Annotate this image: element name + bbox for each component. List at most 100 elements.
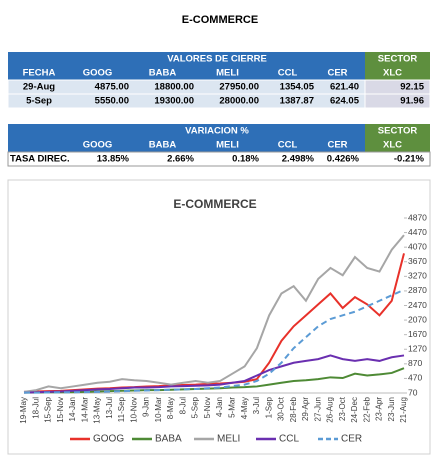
y-tick-label: 2470 [408, 300, 427, 310]
column-header: XLC [383, 68, 402, 79]
x-tick-label: 13-May [93, 397, 102, 424]
x-tick-label: 23-Apr [375, 397, 384, 421]
column-header: MELI [216, 68, 239, 79]
column-header: GOOG [83, 140, 113, 151]
y-tick-label: 470 [408, 373, 422, 383]
column-header: BABA [149, 140, 177, 151]
cell: 18800.00 [154, 82, 194, 93]
header-band [8, 52, 365, 80]
column-header: FECHA [23, 68, 56, 79]
cell: 2.498% [282, 154, 315, 165]
cell: 1354.05 [280, 82, 315, 93]
x-tick-label: 29-Apr [301, 397, 310, 421]
cell: TASA DIREC. [10, 154, 70, 165]
cell: 13.85% [97, 154, 130, 165]
x-tick-label: 15-Sep [44, 396, 53, 422]
legend-label: MELI [217, 434, 240, 445]
x-tick-label: 30-Oct [277, 396, 286, 421]
x-tick-label: 27-Jun [313, 397, 322, 421]
column-header: XLC [383, 140, 402, 151]
x-tick-label: 10-Mar [154, 397, 163, 423]
column-header: GOOG [83, 68, 113, 79]
row-band [7, 151, 431, 167]
cell: 0.426% [327, 154, 360, 165]
x-tick-label: 22-Feb [362, 396, 371, 422]
header-band [8, 124, 365, 152]
cell: 621.40 [330, 82, 359, 93]
cell: 19300.00 [154, 96, 194, 107]
series-line [24, 288, 405, 394]
y-tick-label: 4470 [408, 227, 427, 237]
x-tick-label: 5-Mar [227, 397, 236, 418]
y-tick-label: 3270 [408, 271, 427, 281]
column-header: CER [327, 140, 347, 151]
legend-label: GOOG [93, 434, 124, 445]
cell: 624.05 [330, 96, 360, 107]
x-tick-label: 11-Sep [117, 396, 126, 422]
cell: 29-Aug [23, 82, 55, 93]
x-tick-label: 1-Sep [264, 396, 273, 418]
x-tick-label: 10-Nov [129, 397, 138, 423]
x-tick-label: 8-Jul [178, 397, 187, 415]
cell: 0.18% [232, 154, 259, 165]
cell: 5-Sep [26, 96, 52, 107]
cell: -0.21% [394, 154, 425, 165]
x-tick-label: 8-May [166, 397, 175, 419]
x-tick-label: 18-Jul [31, 397, 40, 419]
cell: 28000.00 [219, 96, 259, 107]
column-header: CER [327, 68, 347, 79]
chart-frame [7, 179, 431, 455]
legend-label: CER [341, 434, 362, 445]
cell: 91.96 [400, 96, 424, 107]
legend-label: BABA [155, 434, 182, 445]
x-tick-label: 5-Sep [191, 396, 200, 418]
x-tick-label: 26-Aug [326, 397, 335, 423]
y-tick-label: 870 [408, 358, 422, 368]
series-line [23, 234, 405, 393]
x-tick-label: 19-May [19, 397, 28, 424]
sector-cell [364, 93, 431, 109]
y-tick-label: 4870 [408, 212, 427, 222]
group-header: VARIACION % [185, 126, 249, 137]
sector-band [365, 52, 430, 80]
y-tick-label: 70 [408, 387, 418, 397]
cell: 4875.00 [95, 82, 129, 93]
x-tick-label: 23-Oct [338, 396, 347, 421]
y-tick-label: 1270 [408, 344, 427, 354]
x-tick-label: 14-Mar [80, 397, 89, 423]
x-tick-label: 21-Aug [399, 397, 408, 423]
page-title: E-COMMERCE [182, 14, 258, 26]
column-header: MELI [216, 140, 239, 151]
cell: 27950.00 [219, 82, 259, 93]
y-tick-label: 3670 [408, 256, 427, 266]
x-tick-label: 4-Jan [215, 397, 224, 417]
y-tick-label: 2070 [408, 314, 427, 324]
column-header: BABA [149, 68, 177, 79]
x-tick-label: 14-Jan [68, 397, 77, 421]
cell: 92.15 [400, 82, 424, 93]
chart-title: E-COMMERCE [173, 197, 256, 211]
cell: 5550.00 [95, 96, 129, 107]
series-line [23, 354, 405, 394]
sector-header: SECTOR [378, 126, 418, 137]
x-tick-label: 5-Nov [203, 397, 212, 418]
column-header: CCL [278, 68, 298, 79]
x-tick-label: 23-Jun [387, 397, 396, 421]
x-tick-label: 28-Feb [289, 396, 298, 422]
x-tick-label: 24-Dec [350, 397, 359, 423]
x-tick-label: 15-Nov [56, 397, 65, 423]
sector-band [365, 124, 430, 152]
cell: 1387.87 [280, 96, 314, 107]
y-tick-label: 4070 [408, 241, 427, 251]
column-header: CCL [278, 140, 298, 151]
x-tick-label: 3-Jul [252, 397, 261, 415]
sector-header: SECTOR [378, 54, 418, 65]
x-tick-label: 9-Jan [142, 397, 151, 417]
cell: 2.66% [167, 154, 194, 165]
group-header: VALORES DE CIERRE [167, 54, 267, 65]
x-tick-label: 4-May [240, 397, 249, 419]
y-tick-label: 2870 [408, 285, 427, 295]
x-tick-label: 13-Jul [105, 397, 114, 419]
y-tick-label: 1670 [408, 329, 427, 339]
